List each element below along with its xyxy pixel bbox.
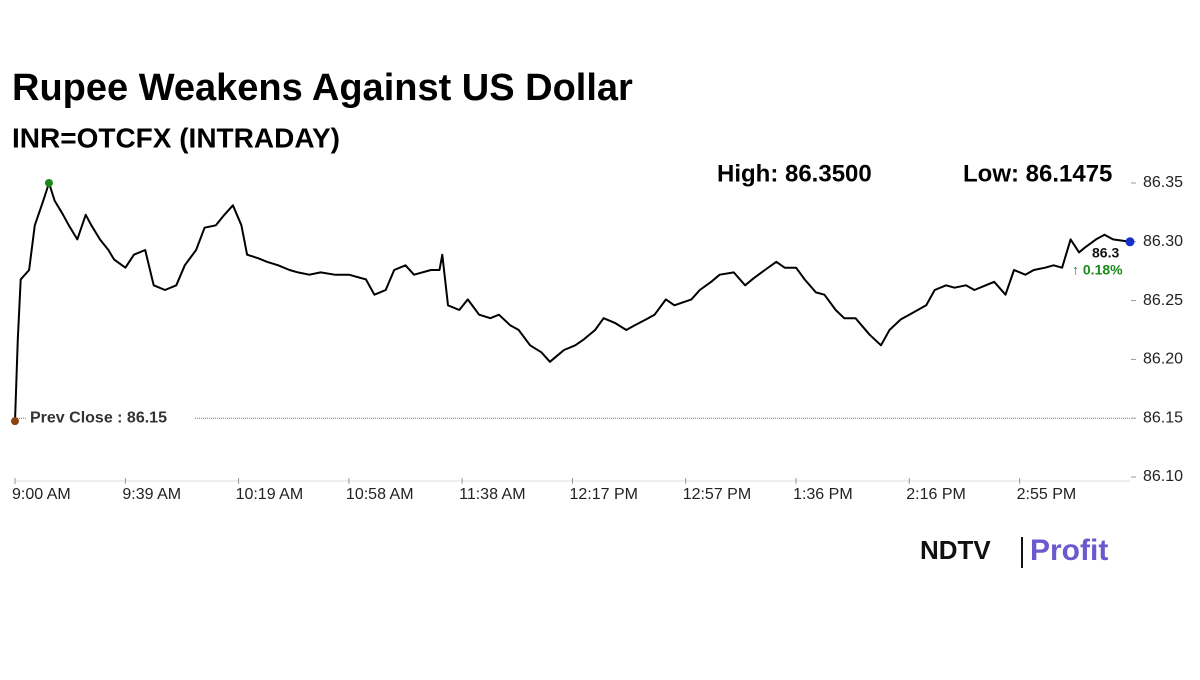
high-annotation: High: 86.3500: [717, 160, 872, 187]
x-tick-label: 2:55 PM: [1017, 486, 1077, 503]
start-marker: [11, 417, 19, 426]
y-tick-label: 86.35: [1143, 174, 1183, 191]
price-line: [14, 182, 1131, 422]
last-marker: [1125, 237, 1135, 247]
last-value-label: 86.3: [1092, 245, 1119, 261]
chart-title: Rupee Weakens Against US Dollar: [12, 67, 633, 109]
brand-logo-sub: Profit: [1030, 534, 1108, 567]
x-tick-label: 1:36 PM: [793, 486, 853, 503]
prev-close-label: Prev Close : 86.15: [30, 409, 167, 426]
x-tick-label: 12:17 PM: [570, 486, 638, 503]
y-tick-label: 86.30: [1143, 233, 1183, 250]
y-tick-label: 86.25: [1143, 292, 1183, 309]
y-tick-label: 86.15: [1143, 409, 1183, 426]
x-tick-label: 10:19 AM: [236, 486, 304, 503]
brand-logo: NDTV: [920, 535, 991, 565]
x-tick-label: 12:57 PM: [683, 486, 751, 503]
high-marker: [44, 179, 53, 187]
prev-close-label-bg: [26, 407, 194, 430]
low-annotation: Low: 86.1475: [963, 160, 1112, 187]
x-tick-label: 9:39 AM: [122, 486, 181, 503]
x-tick-label: 2:16 PM: [906, 486, 966, 503]
change-label: ↑ 0.18%: [1072, 262, 1123, 278]
x-tick-label: 11:38 AM: [459, 486, 525, 503]
chart-subtitle: INR=OTCFX (INTRADAY): [12, 122, 340, 153]
x-tick-label: 9:00 AM: [12, 486, 71, 503]
y-tick-label: 86.20: [1143, 351, 1183, 368]
y-tick-label: 86.10: [1143, 468, 1183, 485]
x-tick-label: 10:58 AM: [346, 486, 414, 503]
